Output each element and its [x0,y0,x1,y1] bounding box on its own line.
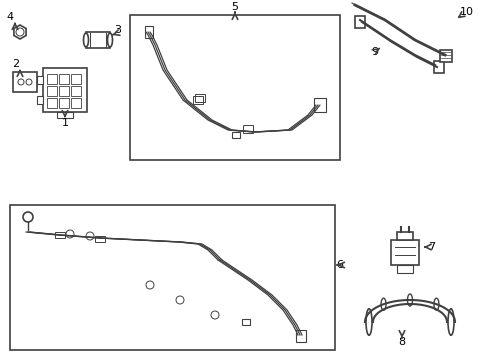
Bar [440,50,452,62]
Bar [57,112,73,118]
Bar [296,330,306,342]
Bar [59,74,69,84]
Ellipse shape [448,309,454,335]
Bar [95,236,105,242]
Bar [86,32,110,48]
Text: 9: 9 [371,47,379,57]
Bar [397,265,413,273]
Text: 4: 4 [6,12,14,22]
Bar [47,86,57,96]
Bar [314,98,326,112]
Text: 7: 7 [428,242,436,252]
Text: 3: 3 [115,25,122,35]
Text: 8: 8 [398,337,406,347]
Bar [355,16,365,28]
Bar [71,86,81,96]
Bar [55,232,65,238]
Bar [37,76,43,84]
Bar [47,98,57,108]
Bar [434,61,444,73]
Bar [243,125,253,133]
Text: 1: 1 [62,118,69,128]
Bar [145,26,153,38]
Text: 5: 5 [231,2,239,12]
Bar [391,240,419,265]
Bar [47,74,57,84]
Bar [242,319,250,325]
Ellipse shape [83,33,89,47]
Text: 10: 10 [460,7,474,17]
Ellipse shape [366,309,372,335]
Bar [59,86,69,96]
Circle shape [23,212,33,222]
Bar [13,72,37,92]
Bar [193,96,203,104]
Bar [37,96,43,104]
Bar [71,74,81,84]
Bar [195,94,205,102]
Bar [232,132,240,138]
Ellipse shape [107,33,113,47]
Text: 6: 6 [337,260,343,270]
Bar [59,98,69,108]
Bar [71,98,81,108]
Bar [10,205,335,350]
Polygon shape [14,25,26,39]
Bar [397,232,413,240]
Bar [130,15,340,160]
Bar [43,68,87,112]
Text: 2: 2 [12,59,20,69]
